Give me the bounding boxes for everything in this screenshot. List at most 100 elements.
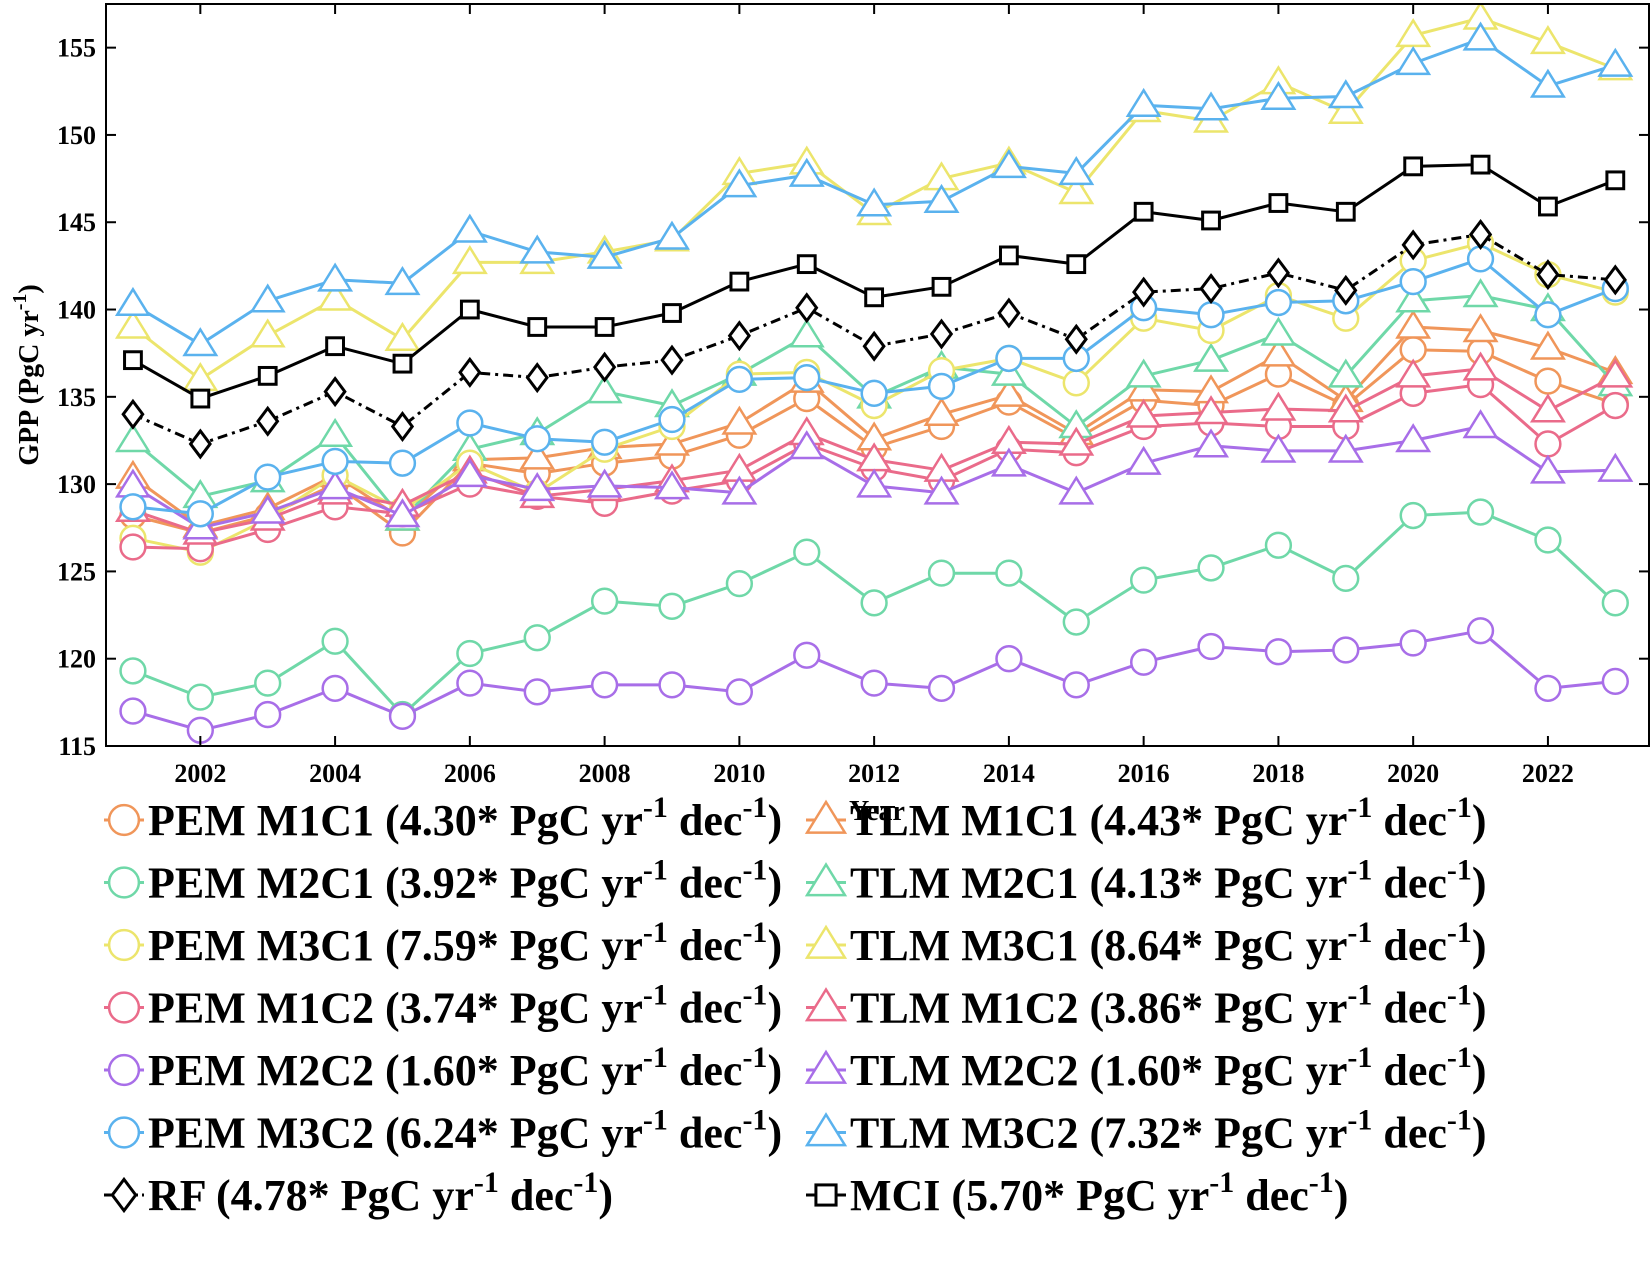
- data-point: [923, 396, 960, 427]
- data-point: [1462, 21, 1499, 51]
- data-point: [590, 587, 619, 615]
- legend-item: PEM M3C1 (7.59* PgC yr-1 dec-1): [104, 916, 782, 970]
- data-point: [1062, 369, 1090, 397]
- data-point: [654, 426, 690, 456]
- data-point: [1125, 445, 1162, 475]
- data-point: [119, 493, 147, 521]
- data-point: [1193, 342, 1230, 372]
- data-point: [1066, 254, 1087, 275]
- data-point: [1534, 367, 1562, 395]
- legend-item: TLM M1C2 (3.86* PgC yr-1 dec-1): [804, 979, 1487, 1033]
- data-point: [788, 318, 825, 348]
- data-point: [788, 430, 825, 460]
- legend-item: TLM M2C1 (4.13* PgC yr-1 dec-1): [804, 854, 1487, 908]
- data-point: [384, 321, 421, 351]
- data-point: [1462, 351, 1499, 381]
- data-point: [1197, 554, 1225, 582]
- data-point: [1529, 330, 1566, 360]
- data-point: [1260, 391, 1297, 421]
- data-point: [321, 674, 349, 703]
- data-point: [182, 361, 219, 392]
- data-point: [458, 356, 482, 388]
- data-point: [1260, 80, 1297, 111]
- data-point: [586, 239, 623, 269]
- x-tick-label: 2022: [1522, 759, 1574, 788]
- data-point: [1058, 426, 1095, 456]
- y-tick-label: 125: [57, 557, 96, 586]
- data-point: [860, 379, 888, 407]
- data-point: [727, 320, 751, 352]
- data-point: [998, 245, 1019, 266]
- data-point: [256, 405, 280, 437]
- data-point: [995, 344, 1023, 373]
- legend-marker: [804, 924, 848, 959]
- data-point: [725, 678, 754, 706]
- y-tick-label: 140: [57, 296, 96, 325]
- legend-label: TLM M1C2 (3.86* PgC yr-1 dec-1): [850, 979, 1487, 1033]
- data-point: [325, 336, 345, 357]
- data-point: [995, 645, 1023, 673]
- data-point: [927, 674, 956, 703]
- data-point: [384, 265, 421, 296]
- y-tick-label: 150: [57, 121, 96, 150]
- data-point: [1058, 475, 1095, 505]
- legend-label: PEM M2C1 (3.92* PgC yr-1 dec-1): [148, 854, 782, 908]
- data-point: [114, 286, 151, 317]
- data-point: [1597, 358, 1634, 388]
- data-point: [1197, 301, 1225, 329]
- data-point: [927, 372, 956, 400]
- data-point: [721, 475, 758, 505]
- legend-item: TLM M3C2 (7.32* PgC yr-1 dec-1): [804, 1104, 1487, 1158]
- legend-marker: [110, 1176, 138, 1214]
- data-point: [186, 500, 214, 528]
- legend-item: TLM M3C1 (8.64* PgC yr-1 dec-1): [804, 916, 1487, 970]
- x-tick-label: 2012: [848, 759, 900, 788]
- data-point: [519, 234, 556, 264]
- data-point: [1268, 193, 1289, 213]
- data-point: [1264, 638, 1293, 666]
- data-point: [1534, 674, 1562, 703]
- data-point: [590, 671, 619, 699]
- data-point: [1130, 566, 1158, 594]
- data-point: [123, 350, 143, 371]
- x-axis-title: Year: [849, 796, 905, 827]
- data-point: [860, 589, 888, 617]
- series-pem-m2c1: [119, 498, 1629, 729]
- data-point: [860, 669, 888, 697]
- data-point: [592, 351, 617, 383]
- data-point: [323, 376, 347, 408]
- legend-label: PEM M1C1 (4.30* PgC yr-1 dec-1): [148, 791, 782, 845]
- data-point: [995, 559, 1023, 587]
- x-tick-label: 2004: [309, 759, 361, 788]
- data-point: [390, 411, 415, 443]
- data-point: [1601, 667, 1629, 696]
- data-point: [793, 538, 821, 566]
- legend-label: TLM M3C1 (8.64* PgC yr-1 dec-1): [850, 916, 1487, 970]
- data-point: [1534, 526, 1562, 554]
- data-point: [1462, 409, 1499, 439]
- data-point: [997, 297, 1021, 329]
- data-point: [1125, 87, 1162, 118]
- data-point: [1403, 156, 1424, 177]
- data-point: [1332, 636, 1360, 664]
- data-point: [658, 592, 686, 620]
- data-point: [1399, 629, 1427, 657]
- legend-marker: [804, 987, 848, 1022]
- data-point: [594, 317, 615, 337]
- data-point: [586, 374, 623, 404]
- data-point: [1597, 452, 1634, 482]
- data-point: [1334, 274, 1358, 306]
- legend-label: PEM M1C2 (3.74* PgC yr-1 dec-1): [148, 979, 782, 1033]
- x-tick-label: 2010: [713, 759, 765, 788]
- data-point: [660, 344, 684, 376]
- data-point: [1264, 288, 1293, 317]
- data-point: [1327, 94, 1364, 124]
- legend-item: MCI (5.70* PgC yr-1 dec-1): [806, 1166, 1348, 1220]
- legend-label: PEM M3C1 (7.59* PgC yr-1 dec-1): [148, 916, 782, 970]
- legend-marker: [107, 803, 141, 837]
- legend-item: RF (4.78* PgC yr-1 dec-1): [104, 1166, 613, 1220]
- data-point: [317, 417, 354, 447]
- data-point: [1125, 398, 1162, 428]
- legend-marker: [804, 1049, 848, 1084]
- data-point: [254, 669, 282, 697]
